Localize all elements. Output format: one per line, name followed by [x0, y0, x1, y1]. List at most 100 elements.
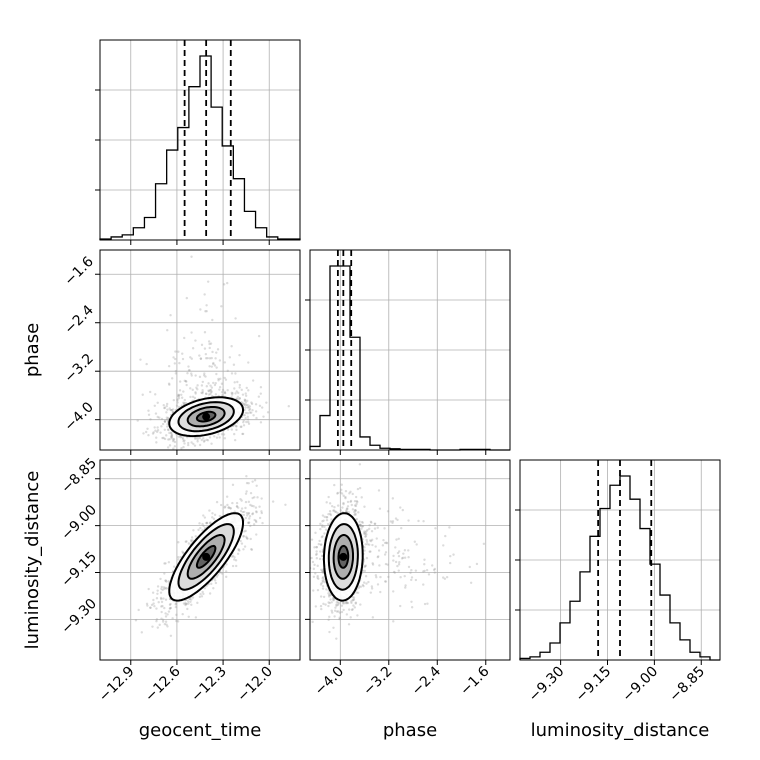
sample-point	[373, 527, 377, 530]
sample-point	[259, 392, 262, 395]
sample-point	[358, 524, 362, 528]
sample-point	[218, 386, 222, 389]
sample-point	[433, 571, 436, 574]
sample-point	[238, 353, 241, 357]
sample-point	[230, 345, 233, 348]
sample-point	[218, 388, 221, 391]
sample-point	[220, 305, 223, 308]
sample-point	[325, 516, 329, 519]
sample-point	[220, 433, 224, 436]
sample-point	[370, 585, 374, 588]
sample-point	[395, 538, 398, 541]
sample-point	[353, 509, 357, 512]
sample-point	[396, 518, 399, 522]
sample-point	[314, 605, 318, 608]
sample-point	[214, 381, 217, 385]
sample-point	[162, 436, 165, 440]
sample-point	[195, 436, 198, 439]
sample-point	[328, 601, 331, 605]
sample-point	[387, 575, 390, 579]
sample-point	[338, 617, 341, 621]
sample-point	[434, 527, 437, 530]
sample-point	[205, 438, 208, 442]
sample-point	[340, 604, 344, 607]
sample-point	[152, 431, 155, 434]
sample-point	[321, 585, 325, 588]
sample-point	[177, 395, 180, 398]
sample-point	[173, 440, 177, 444]
sample-point	[315, 557, 319, 560]
sample-point	[360, 496, 363, 499]
sample-point	[337, 602, 340, 605]
sample-point	[156, 585, 160, 588]
sample-point	[233, 556, 236, 559]
sample-point	[364, 535, 367, 538]
sample-point	[315, 545, 318, 549]
sample-point	[353, 499, 357, 503]
sample-point	[244, 506, 247, 510]
histogram-geocent_time	[99, 55, 301, 240]
sample-point	[137, 608, 140, 612]
sample-point	[249, 411, 253, 414]
sample-point	[202, 374, 206, 377]
sample-point	[333, 609, 337, 612]
x-tick-label-phase: −3.2	[360, 664, 395, 699]
sample-point	[203, 331, 207, 334]
sample-point	[149, 418, 152, 421]
sample-point	[362, 581, 366, 584]
sample-point	[351, 608, 354, 611]
sample-point	[161, 604, 164, 608]
sample-point	[160, 600, 164, 604]
sample-point	[232, 363, 236, 366]
sample-point	[363, 546, 366, 549]
sample-point	[400, 526, 403, 530]
sample-point	[354, 509, 357, 512]
sample-point	[164, 579, 167, 582]
sample-point	[247, 422, 251, 425]
sample-point	[410, 606, 414, 609]
sample-point	[345, 602, 348, 605]
sample-point	[383, 580, 387, 583]
sample-point	[196, 440, 199, 443]
sample-point	[351, 599, 354, 602]
sample-point	[166, 422, 169, 426]
sample-point	[170, 435, 174, 438]
sample-point	[177, 435, 181, 438]
sample-point	[145, 362, 148, 366]
sample-point	[163, 572, 166, 575]
sample-point	[243, 399, 247, 403]
sample-point	[202, 514, 205, 517]
sample-point	[255, 520, 258, 524]
sample-point	[171, 617, 174, 620]
sample-point	[234, 372, 237, 375]
sample-point	[215, 372, 218, 376]
xlabel-geocent-time: geocent_time	[139, 720, 262, 741]
sample-point	[172, 437, 176, 441]
sample-point	[329, 512, 332, 516]
panel-frame	[99, 249, 301, 451]
sample-point	[203, 347, 207, 350]
sample-point	[212, 361, 215, 365]
sample-point	[392, 570, 396, 574]
sample-point	[176, 620, 180, 623]
sample-point	[323, 578, 326, 581]
sample-point	[209, 342, 213, 345]
sample-point	[177, 393, 181, 397]
sample-point	[363, 569, 366, 573]
sample-point	[235, 564, 238, 568]
sample-point	[170, 435, 173, 438]
sample-point	[233, 438, 237, 442]
sample-point	[177, 555, 180, 559]
sample-point	[352, 598, 355, 602]
panel-phase-luminosity_distance	[310, 463, 486, 640]
sample-point	[342, 501, 345, 505]
sample-point	[316, 564, 319, 568]
sample-point	[235, 425, 238, 428]
sample-point	[442, 576, 445, 579]
sample-point	[201, 389, 204, 392]
sample-point	[237, 547, 240, 551]
sample-point	[352, 596, 356, 599]
sample-point	[383, 527, 386, 530]
sample-point	[247, 389, 250, 392]
